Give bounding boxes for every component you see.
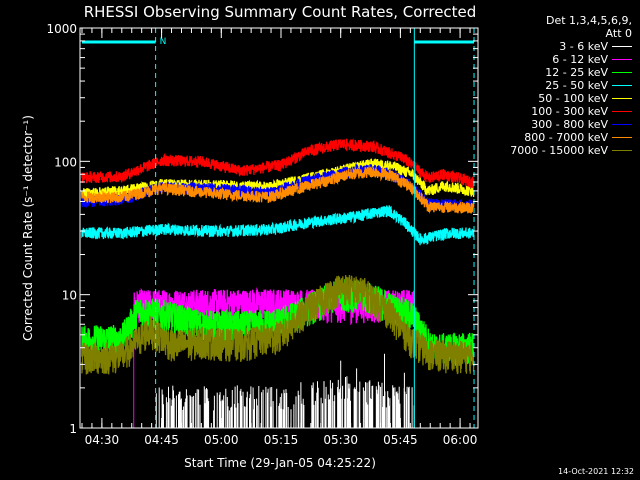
legend-label: 12 - 25 keV [545, 66, 608, 79]
legend-swatch [612, 59, 632, 60]
legend-swatch [612, 98, 632, 99]
series-line [81, 278, 475, 366]
x-tick-label: 06:00 [443, 433, 478, 447]
series-100-300-kev [81, 137, 475, 189]
legend-entry: 7000 - 15000 keV [510, 144, 632, 157]
series-line [81, 205, 475, 246]
legend-label: 7000 - 15000 keV [510, 144, 608, 157]
chart-title: RHESSI Observing Summary Count Rates, Co… [84, 3, 477, 21]
series-line [81, 166, 475, 214]
legend-label: 3 - 6 keV [559, 40, 608, 53]
legend-label: 25 - 50 keV [545, 79, 608, 92]
series-3-6-kev [155, 353, 415, 428]
legend-label: 100 - 300 keV [531, 105, 608, 118]
x-tick-label: 05:45 [383, 433, 418, 447]
x-tick-label: 05:00 [204, 433, 239, 447]
series-line [155, 353, 415, 428]
legend-swatch [612, 150, 632, 151]
legend-entry: 300 - 800 keV [510, 118, 632, 131]
legend-swatch [612, 111, 632, 112]
y-tick-label: 1000 [46, 22, 77, 36]
legend-label: 50 - 100 keV [538, 92, 608, 105]
detector-note-line-2: Att 0 [605, 27, 632, 40]
legend-swatch [612, 46, 632, 47]
legend-entry: 100 - 300 keV [510, 105, 632, 118]
x-tick-label: 05:30 [323, 433, 358, 447]
legend: Det 1,3,4,5,6,9, Att 0 3 - 6 keV 6 - 12 k… [510, 14, 632, 157]
x-tick-label: 04:45 [144, 433, 179, 447]
legend-entry: 50 - 100 keV [510, 92, 632, 105]
detector-note-line-1: Det 1,3,4,5,6,9, [545, 14, 632, 27]
plot-frame [79, 27, 479, 429]
series-25-50-kev [81, 205, 475, 246]
legend-entry: 25 - 50 keV [510, 79, 632, 92]
legend-label: 800 - 7000 keV [524, 131, 608, 144]
x-tick-label: 05:15 [264, 433, 299, 447]
legend-swatch [612, 124, 632, 125]
y-tick-label: 10 [62, 289, 77, 303]
series-12-25-kev [81, 278, 475, 366]
y-tick-label: 100 [54, 155, 77, 169]
series-line [81, 274, 475, 375]
plot-area: N 1 10 100 1000 04:30 04:45 05:00 05:15 05:30 05:4… [46, 22, 479, 447]
legend-label: 300 - 800 keV [531, 118, 608, 131]
series-7000-15000-kev [81, 274, 475, 375]
x-tick-label: 04:30 [85, 433, 120, 447]
x-axis-label: Start Time (29-Jan-05 04:25:22) [184, 456, 376, 470]
legend-entry: 3 - 6 keV [510, 40, 632, 53]
legend-entry: 6 - 12 keV [510, 53, 632, 66]
y-axis-label: Corrected Count Rate (s⁻¹ detector⁻¹) [21, 115, 35, 341]
legend-label: 6 - 12 keV [552, 53, 608, 66]
night-label: N [160, 37, 167, 47]
legend-entries: 3 - 6 keV 6 - 12 keV 12 - 25 keV 25 - 50 ke… [510, 40, 632, 157]
legend-swatch [612, 72, 632, 73]
legend-entry: 12 - 25 keV [510, 66, 632, 79]
series-line [81, 137, 475, 189]
generated-timestamp: 14-Oct-2021 12:32 [558, 467, 634, 476]
y-tick-label: 1 [69, 422, 77, 436]
legend-entry: 800 - 7000 keV [510, 131, 632, 144]
legend-swatch [612, 137, 632, 138]
legend-swatch [612, 85, 632, 86]
series-800-7000-kev [81, 166, 475, 214]
